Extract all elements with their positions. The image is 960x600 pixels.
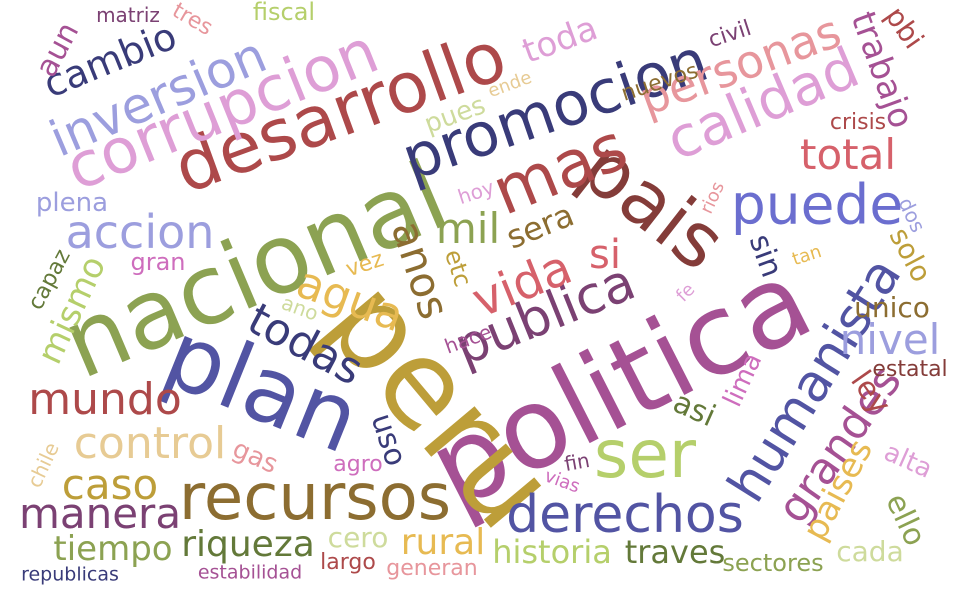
word-riqueza: riqueza bbox=[181, 524, 315, 565]
word-total: total bbox=[799, 130, 897, 179]
word-generan: generan bbox=[386, 556, 478, 581]
word-estabilidad: estabilidad bbox=[197, 561, 303, 584]
word-fin: fin bbox=[562, 447, 592, 477]
word-derechos: derechos bbox=[506, 485, 744, 545]
word-traves: traves bbox=[624, 533, 726, 571]
word-puede: puede bbox=[730, 172, 904, 237]
word-chile: chile bbox=[22, 438, 64, 492]
word-manera: manera bbox=[18, 489, 182, 538]
word-fiscal: fiscal bbox=[252, 0, 316, 26]
word-tres: tres bbox=[167, 0, 217, 41]
word-accion: accion bbox=[65, 205, 215, 259]
word-mil: mil bbox=[435, 204, 501, 253]
word-agro: agro bbox=[333, 452, 383, 477]
word-cero: cero bbox=[327, 521, 389, 554]
word-caso: caso bbox=[61, 460, 159, 509]
word-crisis: crisis bbox=[829, 110, 887, 135]
word-control: control bbox=[73, 418, 227, 469]
word-nivel: nivel bbox=[839, 315, 941, 364]
word-recursos: recursos bbox=[178, 461, 452, 535]
word-plena: plena bbox=[35, 188, 109, 218]
word-unico: unico bbox=[854, 291, 930, 324]
word-republicas: republicas bbox=[21, 563, 119, 586]
word-largo: largo bbox=[320, 550, 376, 575]
word-tiempo: tiempo bbox=[53, 529, 173, 569]
word-rural: rural bbox=[400, 522, 486, 563]
word-estatal: estatal bbox=[872, 357, 948, 382]
word-alta: alta bbox=[879, 437, 937, 485]
word-hoy: hoy bbox=[454, 174, 498, 210]
word-tan: tan bbox=[789, 240, 825, 271]
word-gran: gran bbox=[130, 248, 186, 276]
word-ser: ser bbox=[593, 416, 697, 493]
word-cada: cada bbox=[836, 535, 904, 568]
word-si: si bbox=[589, 232, 621, 278]
word-mundo: mundo bbox=[28, 374, 182, 425]
word-historia: historia bbox=[492, 533, 612, 571]
word-sectores: sectores bbox=[722, 549, 824, 577]
word-matriz: matriz bbox=[96, 3, 160, 27]
